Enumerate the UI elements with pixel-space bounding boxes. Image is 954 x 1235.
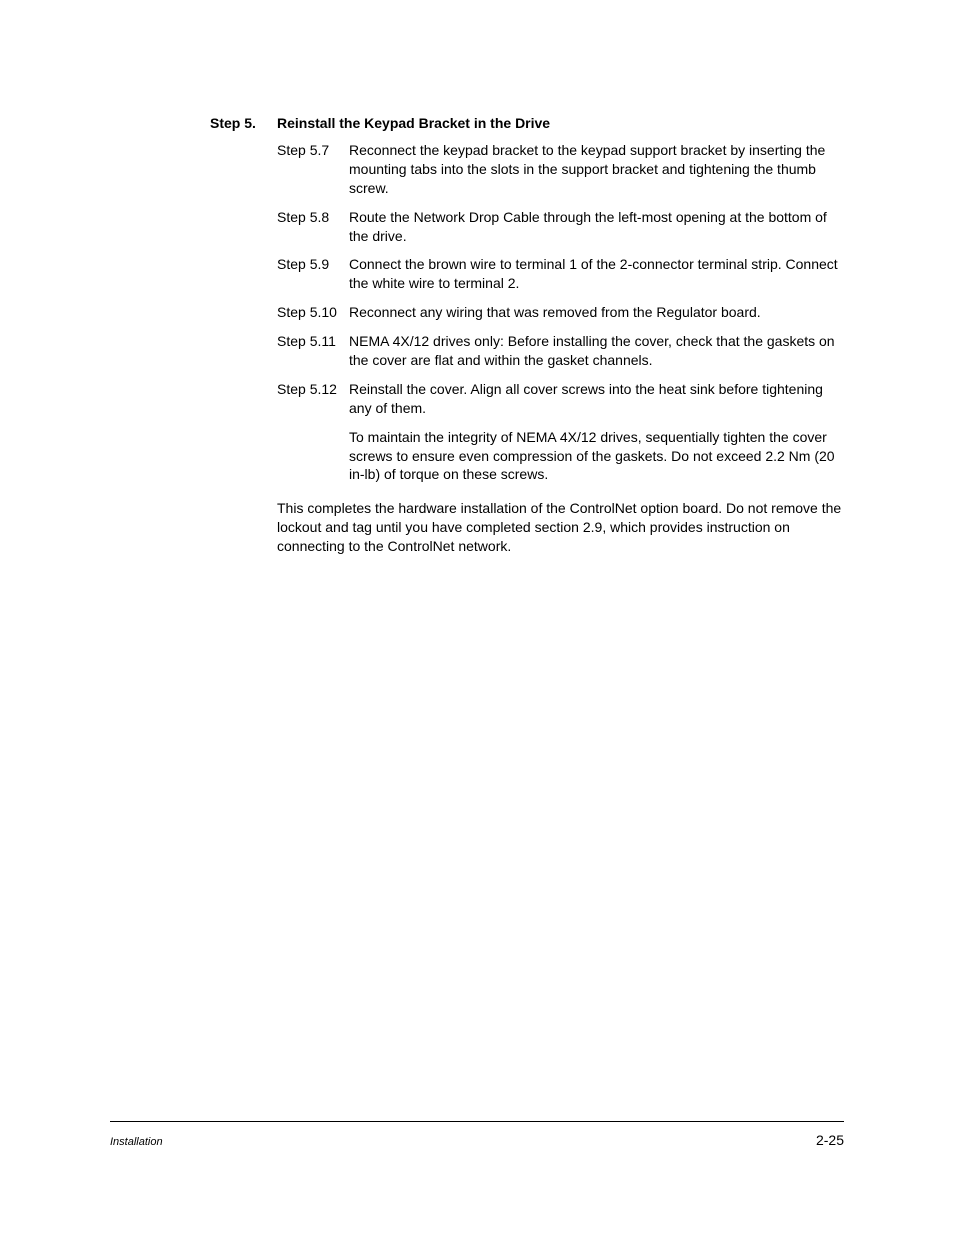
page-footer: Installation 2-25	[110, 1121, 844, 1148]
sub-step-label: Step 5.8	[277, 208, 349, 246]
sub-step: Step 5.11 NEMA 4X/12 drives only: Before…	[277, 332, 844, 370]
sub-step-text: Reconnect any wiring that was removed fr…	[349, 303, 844, 322]
footer-section-name: Installation	[110, 1136, 163, 1148]
page-content: Step 5. Reinstall the Keypad Bracket in …	[0, 0, 954, 556]
sub-step: Step 5.12 Reinstall the cover. Align all…	[277, 380, 844, 418]
sub-step-label: Step 5.9	[277, 255, 349, 293]
sub-steps: Step 5.7 Reconnect the keypad bracket to…	[277, 141, 844, 484]
sub-step-text: Connect the brown wire to terminal 1 of …	[349, 255, 844, 293]
sub-step-label: Step 5.7	[277, 141, 349, 198]
sub-step-label: Step 5.10	[277, 303, 349, 322]
sub-step-extra: To maintain the integrity of NEMA 4X/12 …	[349, 428, 844, 485]
sub-step: Step 5.9 Connect the brown wire to termi…	[277, 255, 844, 293]
sub-step-text: Reconnect the keypad bracket to the keyp…	[349, 141, 844, 198]
step-heading-title: Reinstall the Keypad Bracket in the Driv…	[277, 115, 844, 131]
sub-step-text: Reinstall the cover. Align all cover scr…	[349, 380, 844, 418]
sub-step-text: Route the Network Drop Cable through the…	[349, 208, 844, 246]
sub-step-label: Step 5.11	[277, 332, 349, 370]
sub-step: Step 5.7 Reconnect the keypad bracket to…	[277, 141, 844, 198]
sub-step-text: NEMA 4X/12 drives only: Before installin…	[349, 332, 844, 370]
footer-page-number: 2-25	[816, 1132, 844, 1148]
closing-paragraph: This completes the hardware installation…	[277, 499, 844, 556]
step-heading-label: Step 5.	[210, 115, 277, 131]
step-heading: Step 5. Reinstall the Keypad Bracket in …	[210, 115, 844, 131]
sub-step: Step 5.10 Reconnect any wiring that was …	[277, 303, 844, 322]
sub-step-label: Step 5.12	[277, 380, 349, 418]
sub-step: Step 5.8 Route the Network Drop Cable th…	[277, 208, 844, 246]
